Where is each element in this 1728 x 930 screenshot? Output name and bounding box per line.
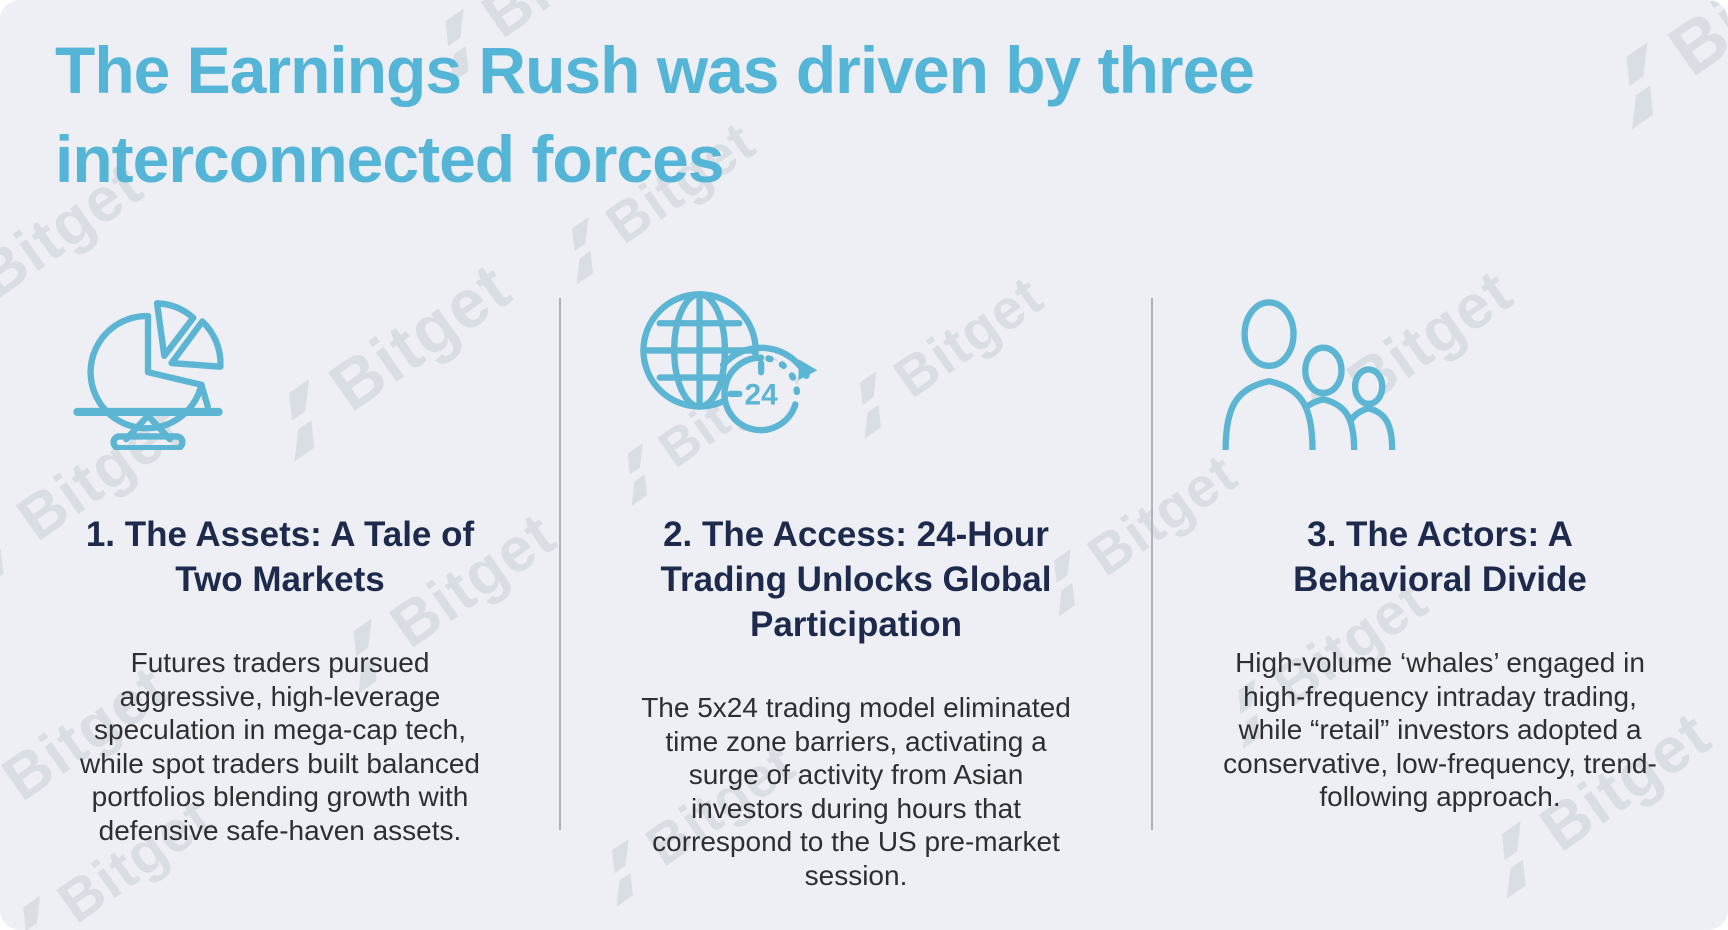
column-access: 24 2. The Access: 24-Hour Trading Unlock… [560,278,1152,892]
column-body: The 5x24 trading model eliminated time z… [641,692,1071,891]
page-title: The Earnings Rush was driven by three in… [55,33,1255,196]
column-body: Futures traders pursued aggressive, high… [79,647,480,846]
column-divider-2 [1151,298,1153,830]
globe-24-hour-icon: 24 [619,278,829,450]
column-body: High-volume ‘whales’ engaged in high-fre… [1223,647,1657,812]
column-heading: 2. The Access: 24-Hour Trading Unlocks G… [660,515,1052,644]
column-assets: 1. The Assets: A Tale of Two Markets Fut… [0,278,560,892]
column-heading: 3. The Actors: A Behavioral Divide [1293,515,1587,599]
column-heading: 1. The Assets: A Tale of Two Markets [85,515,475,599]
clock-24-label: 24 [745,379,779,412]
column-divider-1 [559,298,561,830]
columns: 1. The Assets: A Tale of Two Markets Fut… [0,278,1728,892]
pie-chart-balance-icon [43,278,253,450]
column-actors: 3. The Actors: A Behavioral Divide High-… [1152,278,1728,892]
people-group-icon [1203,278,1413,450]
